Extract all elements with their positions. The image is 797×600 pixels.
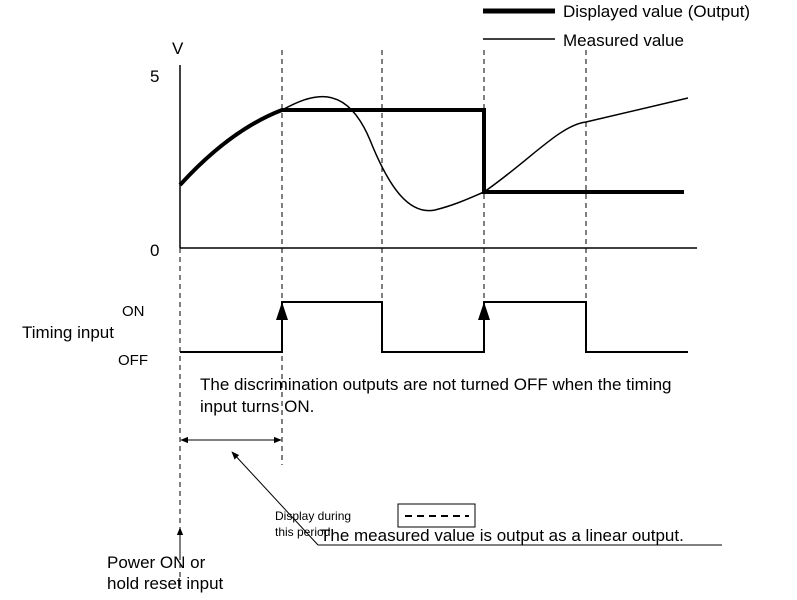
- on-label: ON: [122, 303, 145, 320]
- display-period: Display during: [275, 509, 351, 523]
- off-label: OFF: [118, 352, 148, 369]
- timing-signal: [180, 301, 688, 353]
- axis-label: 5: [150, 67, 159, 86]
- rise-arrow: [478, 302, 490, 320]
- display-period: this period:: [275, 525, 334, 539]
- note: The discrimination outputs are not turne…: [200, 375, 672, 394]
- legend-label: Measured value: [563, 31, 684, 50]
- rise-arrow: [276, 302, 288, 320]
- note: input turns ON.: [200, 397, 314, 416]
- legend-box: [397, 503, 476, 528]
- axis-label: 0: [150, 241, 159, 260]
- timing-label: Timing input: [22, 323, 114, 342]
- displayed-curve: [178, 108, 684, 194]
- power-label: hold reset input: [107, 574, 224, 593]
- legend-label: Displayed value (Output): [563, 2, 750, 21]
- pointer-arrow: [231, 451, 319, 546]
- power-label: Power ON or: [107, 553, 206, 572]
- linear-note: The measured value is output as a linear…: [320, 526, 684, 545]
- axis-unit: V: [172, 39, 184, 58]
